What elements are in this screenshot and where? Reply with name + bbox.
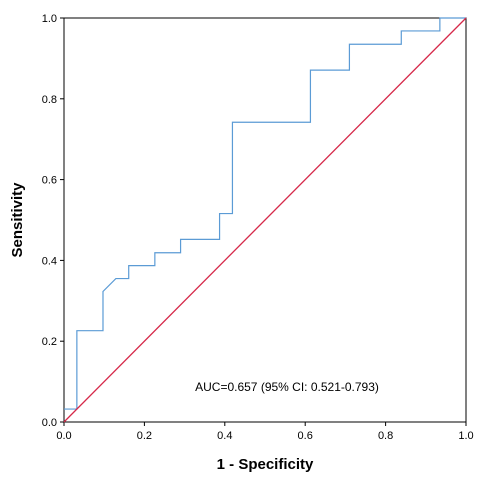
y-tick-label: 0.0 bbox=[42, 417, 57, 429]
reference-line bbox=[63, 17, 467, 423]
auc-annotation: AUC=0.657 (95% CI: 0.521-0.793) bbox=[195, 380, 379, 394]
y-tick-label: 0.8 bbox=[42, 94, 57, 106]
x-tick-label: 0.8 bbox=[378, 430, 393, 442]
y-tick-label: 0.2 bbox=[42, 336, 57, 348]
x-tick-label: 1.0 bbox=[458, 430, 473, 442]
x-tick-label: 0.0 bbox=[56, 430, 71, 442]
x-tick-label: 0.4 bbox=[217, 430, 232, 442]
y-tick-label: 0.4 bbox=[42, 255, 57, 267]
x-tick-label: 0.6 bbox=[298, 430, 313, 442]
roc-curve bbox=[64, 17, 466, 410]
x-axis-title: 1 - Specificity bbox=[217, 456, 314, 473]
series-layer bbox=[63, 17, 467, 423]
y-axis-title: Sensitivity bbox=[9, 182, 26, 258]
y-tick-label: 1.0 bbox=[42, 13, 57, 25]
y-tick-label: 0.6 bbox=[42, 175, 57, 187]
tick-layer: 0.0 0.2 0.4 0.6 0.8 1.0 0.0 0.2 0.4 0.6 0.8 1.0 bbox=[42, 13, 474, 442]
x-tick-label: 0.2 bbox=[137, 430, 152, 442]
